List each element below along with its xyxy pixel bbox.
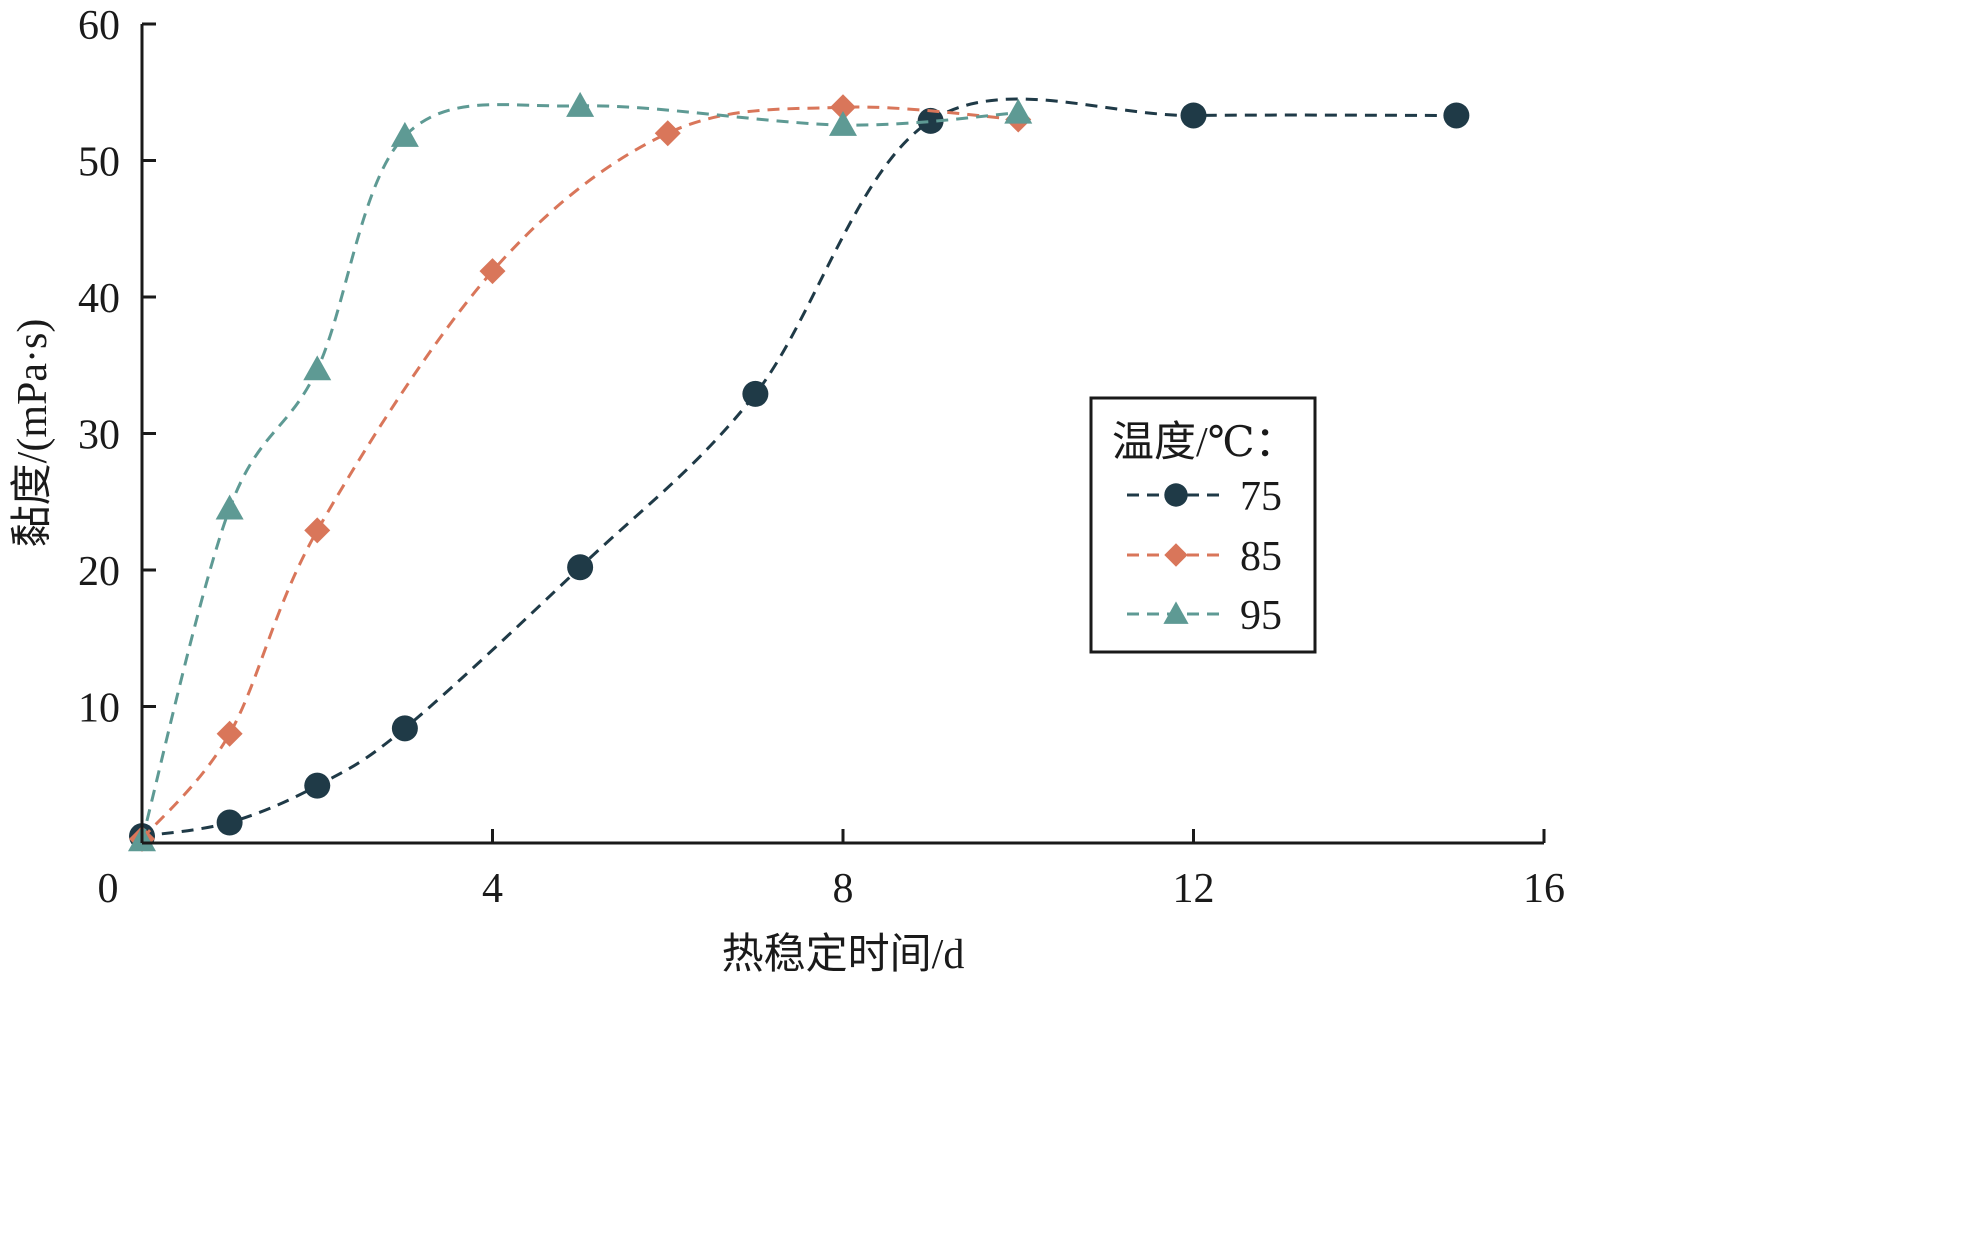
series-85-point-diamond [304,517,331,544]
y-tick-label: 20 [78,549,120,595]
x-tick-label: 4 [482,866,503,912]
y-tick-label: 50 [78,140,120,186]
series-75-point-circle [1180,102,1207,129]
y-tick-label: 10 [78,686,120,732]
series-75 [129,97,1470,850]
series-75-point-circle [304,772,331,799]
series-85 [129,94,1032,852]
x-tick-label: 0 [98,866,119,912]
legend-swatch-marker-triangle [1163,601,1189,624]
legend-item-85: 85 [1127,534,1282,580]
series-95-point-triangle [566,91,595,117]
series-95-point-triangle [829,111,857,136]
x-tick-label: 12 [1173,866,1215,912]
legend: 温度/℃： 75 85 95 [1089,396,1317,654]
y-axis-label: 黏度/(mPa·s) [10,319,56,548]
series-85-line [140,105,1019,840]
y-tick-label: 30 [78,413,120,459]
series-75-point-circle [917,107,944,134]
series-85-point-diamond [830,94,856,121]
series-75-point-circle [1443,102,1470,129]
series-95-line [140,103,1019,841]
legend-items: 75 85 95 [1127,474,1282,639]
legend-item-95: 95 [1127,593,1282,639]
x-ticks: 0 4 8 12 16 [98,829,1565,912]
legend-label: 95 [1240,593,1282,639]
legend-label: 75 [1240,474,1282,520]
series-75-point-circle [216,809,243,836]
x-axis-label: 热稳定时间/d [722,931,965,978]
series-95-point-triangle [303,355,332,381]
series-95-point-triangle [390,121,419,147]
x-tick-label: 8 [833,866,854,912]
series-75-point-circle [567,554,594,581]
series-85-point-diamond [479,258,506,285]
series-75-point-circle [391,715,418,742]
legend-item-75: 75 [1127,474,1282,520]
series-layer [128,91,1470,852]
x-tick-label: 16 [1523,866,1565,912]
legend-box [1089,396,1317,654]
legend-label: 85 [1240,534,1282,580]
y-ticks: 10 20 30 40 50 60 [78,3,156,732]
series-85-point-diamond [216,720,243,747]
y-tick-label: 40 [78,276,120,322]
axes-layer: 0 4 8 12 16 10 20 30 40 50 60 [78,3,1565,912]
series-85-point-diamond [654,120,681,147]
legend-title: 温度/℃： [1112,420,1297,466]
series-95-point-triangle [215,494,244,520]
series-95 [128,91,1033,852]
series-95-point-triangle [1004,98,1033,124]
legend-swatch-marker-diamond [1164,543,1188,567]
series-75-point-circle [742,380,769,407]
y-tick-label: 60 [78,3,120,49]
legend-swatch-marker-circle [1164,483,1188,507]
chart-page: 0 4 8 12 16 10 20 30 40 50 60 热稳定时间/d 黏度/(mPa·s) … [10,3,1565,978]
